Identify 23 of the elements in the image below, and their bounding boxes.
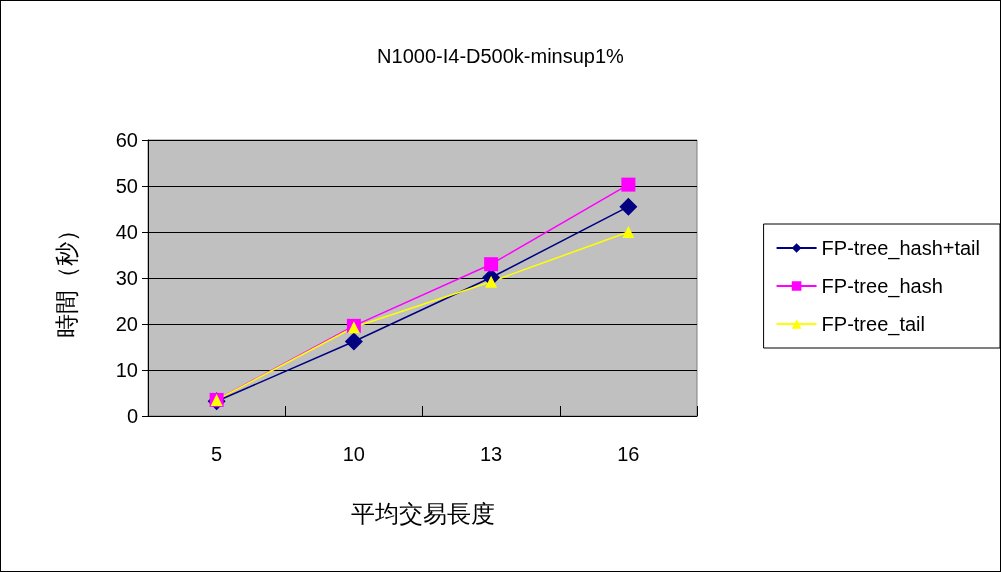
point [622, 226, 635, 238]
y-tick-label: 40 [115, 221, 138, 243]
y-tick-label: 50 [115, 175, 138, 197]
point [619, 197, 638, 216]
point [344, 332, 363, 351]
x-axis-title: 平均交易長度 [350, 499, 495, 527]
x-tick-label: 10 [342, 443, 365, 465]
legend-label: FP-tree_tail [821, 313, 925, 336]
x-tick-label: 13 [480, 443, 503, 465]
y-tick-label: 0 [126, 405, 138, 427]
chart-title: N1000-I4-D500k-minsup1% [377, 45, 625, 67]
point [484, 257, 499, 272]
legend-label: FP-tree_hash [821, 275, 943, 298]
point [485, 275, 498, 288]
x-tick-label: 5 [211, 443, 223, 465]
point [621, 177, 636, 192]
y-tick-label: 60 [115, 129, 138, 151]
x-tick-label: 16 [617, 443, 640, 465]
y-tick-label: 20 [115, 313, 138, 335]
y-tick-label: 30 [115, 267, 138, 289]
y-axis-title: 時間（秒） [52, 218, 80, 338]
y-tick-label: 10 [115, 359, 138, 381]
legend-label: FP-tree_hash+tail [821, 237, 980, 260]
